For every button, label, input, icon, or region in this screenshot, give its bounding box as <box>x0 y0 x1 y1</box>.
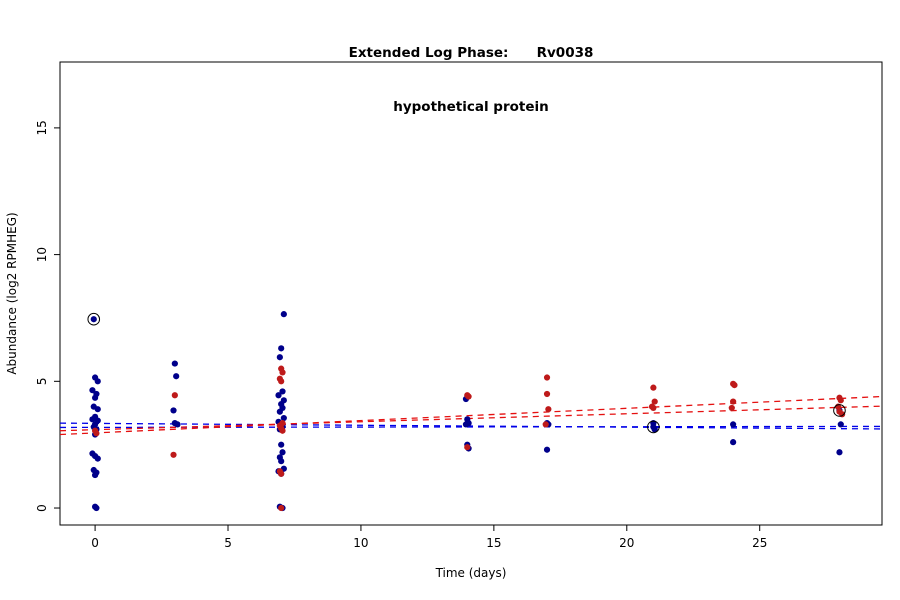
red-point <box>171 392 178 399</box>
blue-point <box>278 345 285 352</box>
blue-point <box>174 421 181 428</box>
plot-box <box>59 61 883 526</box>
x-tick-label: 15 <box>486 536 501 550</box>
red-point <box>279 369 286 376</box>
blue-point <box>278 441 285 448</box>
blue-point <box>94 406 101 413</box>
chart-title: Extended Log Phase: Rv0038 hypothetical … <box>60 8 882 152</box>
y-tick-label: 15 <box>35 120 49 135</box>
highlight-ring <box>833 404 846 417</box>
blue-point <box>837 421 844 428</box>
blue-point <box>730 421 737 428</box>
y-axis-label: Abundance (log2 RPMHEG) <box>5 212 19 374</box>
highlight-ring <box>647 420 660 434</box>
blue-point <box>275 392 282 399</box>
y-tick-label: 10 <box>35 247 49 262</box>
red-point <box>837 397 844 404</box>
red-point <box>279 427 286 434</box>
red-point <box>464 444 471 451</box>
blue-point <box>170 407 177 414</box>
red-fit-1 <box>59 395 883 436</box>
x-tick-label: 0 <box>91 536 99 550</box>
blue-point <box>276 354 283 361</box>
red-point <box>650 384 657 391</box>
blue-point <box>94 378 101 385</box>
blue-point <box>89 387 96 394</box>
blue-point <box>279 388 286 395</box>
red-point <box>278 378 285 385</box>
blue-point <box>171 360 178 367</box>
chart-title-line1: Extended Log Phase: Rv0038 <box>348 45 594 61</box>
red-point <box>93 430 100 437</box>
x-tick-label: 5 <box>224 536 232 550</box>
blue-point <box>90 316 97 323</box>
blue-point <box>173 373 180 380</box>
x-tick-label: 20 <box>619 536 634 550</box>
y-tick-label: 0 <box>35 504 49 512</box>
blue-point <box>280 311 287 318</box>
blue-point <box>280 414 287 422</box>
x-tick-label: 25 <box>752 536 767 550</box>
red-point <box>278 470 285 477</box>
y-tick-label: 5 <box>35 377 49 385</box>
blue-fit-1 <box>59 422 883 430</box>
blue-point <box>91 394 99 401</box>
red-fit-2 <box>59 405 883 432</box>
blue-point <box>651 426 658 433</box>
blue-point <box>276 408 283 415</box>
red-point <box>543 374 551 381</box>
blue-point <box>93 504 100 512</box>
red-point <box>730 398 737 405</box>
blue-point <box>278 458 285 465</box>
red-point <box>545 406 552 413</box>
blue-point <box>91 471 99 479</box>
highlight-ring <box>87 312 101 326</box>
red-point <box>731 382 738 389</box>
red-point <box>170 451 177 458</box>
x-tick-label: 10 <box>353 536 368 550</box>
red-point <box>465 393 472 400</box>
red-point <box>650 404 657 412</box>
red-point <box>728 404 735 412</box>
blue-point <box>836 449 843 456</box>
chart-title-line2: hypothetical protein <box>393 99 549 115</box>
red-point <box>542 421 549 428</box>
blue-point <box>279 449 286 456</box>
red-point <box>651 398 658 405</box>
red-point <box>278 504 285 512</box>
blue-point <box>94 455 101 462</box>
red-point <box>543 390 551 398</box>
blue-point <box>462 421 470 428</box>
blue-point <box>89 416 96 423</box>
blue-point <box>730 439 737 446</box>
blue-point <box>543 446 551 453</box>
x-axis-label: Time (days) <box>435 566 507 580</box>
